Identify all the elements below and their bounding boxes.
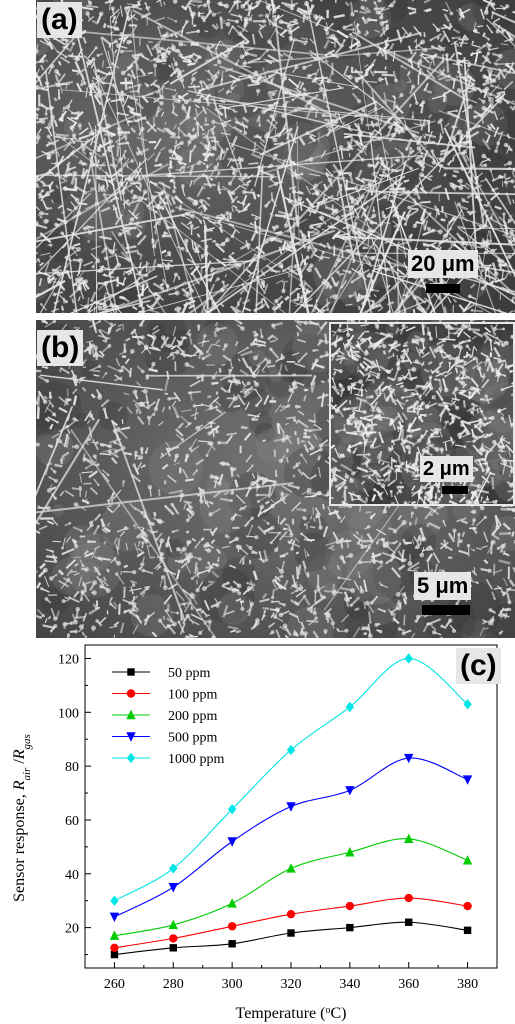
legend-entry: 100 ppm <box>168 688 218 703</box>
scale-bar-inset <box>442 486 468 494</box>
data-point <box>462 775 473 785</box>
data-point <box>286 744 296 756</box>
data-point <box>404 653 413 664</box>
data-point <box>168 919 178 930</box>
x-tick-label: 360 <box>398 977 419 992</box>
data-point <box>404 753 414 764</box>
series-line-500-ppm <box>114 757 468 918</box>
y-tick-label: 100 <box>58 706 79 721</box>
legend-marker <box>126 709 136 720</box>
y-tick-label: 40 <box>65 868 79 883</box>
legend-marker <box>127 668 135 676</box>
panel-label-b: (b) <box>37 330 84 366</box>
data-point <box>227 837 237 847</box>
data-point <box>463 926 472 935</box>
x-tick-label: 300 <box>222 977 243 992</box>
data-point <box>109 930 120 940</box>
data-point <box>110 950 119 959</box>
data-point <box>345 701 355 713</box>
x-axis-label: Temperature (oC) <box>236 1005 347 1023</box>
data-point <box>286 863 296 873</box>
y-axis-label: Sensor response, Rair /Rgas <box>11 734 33 902</box>
data-point <box>404 833 414 843</box>
data-point <box>463 699 472 710</box>
panel-label-c: (c) <box>456 648 501 684</box>
data-point <box>109 912 120 923</box>
data-point <box>227 922 237 931</box>
x-tick-label: 320 <box>281 977 302 992</box>
x-tick-label: 280 <box>163 977 184 992</box>
panel-label-a: (a) <box>37 2 82 38</box>
series-line-200-ppm <box>114 838 468 937</box>
data-point <box>169 934 178 943</box>
legend-entry: 50 ppm <box>168 666 211 681</box>
data-point <box>346 923 354 932</box>
scale-label-a: 20 μm <box>408 250 478 278</box>
data-point <box>287 929 295 937</box>
sem-inset <box>329 322 515 506</box>
legend-marker <box>126 752 136 764</box>
x-tick-label: 380 <box>457 977 478 992</box>
data-point <box>462 855 473 865</box>
legend-entry: 1000 ppm <box>168 752 225 767</box>
sem-texture-inset <box>331 324 513 504</box>
x-tick-label: 260 <box>104 977 125 992</box>
data-point <box>169 863 178 874</box>
data-point <box>110 943 119 953</box>
data-point <box>168 883 178 893</box>
legend-entry: 500 ppm <box>168 731 218 746</box>
y-tick-label: 60 <box>65 814 79 829</box>
scale-label-inset: 2 μm <box>420 456 473 482</box>
data-point <box>345 901 355 911</box>
data-point <box>227 898 237 908</box>
data-point <box>345 847 355 857</box>
data-point <box>228 940 236 948</box>
data-point <box>110 895 119 906</box>
data-point <box>286 802 296 812</box>
legend-marker <box>126 732 136 742</box>
sem-image-a <box>36 0 515 313</box>
x-tick-label: 340 <box>339 977 360 992</box>
data-point <box>404 893 413 903</box>
data-point <box>169 944 177 952</box>
data-point <box>405 918 413 926</box>
y-tick-label: 120 <box>58 652 79 667</box>
data-point <box>286 909 296 919</box>
data-point <box>463 901 472 911</box>
sem-texture-a <box>36 0 515 313</box>
scale-bar-a <box>426 284 460 293</box>
y-tick-label: 80 <box>65 760 79 775</box>
legend-entry: 200 ppm <box>168 709 218 724</box>
scale-label-b: 5 μm <box>414 572 472 600</box>
scale-bar-b <box>422 605 470 615</box>
data-point <box>345 786 355 796</box>
series-line-50-ppm <box>114 921 468 956</box>
legend-marker <box>126 689 136 698</box>
sensor-response-chart: 260 280 300 320 340 360 380 20 40 60 80 100 120 50 p… <box>11 644 498 1023</box>
y-tick-label: 20 <box>65 922 79 937</box>
